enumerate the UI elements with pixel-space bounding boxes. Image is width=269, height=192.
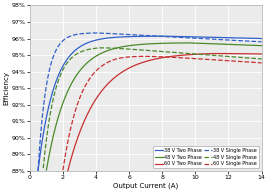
38 V Single Phase: [169, 36, 172, 38]
48 V Single Phase: [204, 54, 207, 56]
Line: 38 V Two Phase: 38 V Two Phase: [38, 36, 261, 171]
38 V Two Phase: [176, 35, 179, 38]
60 V Single Phase: [169, 56, 172, 58]
Legend: 38 V Two Phase, 48 V Two Phase, 60 V Two Phase, 38 V Single Phase, 48 V Single P: 38 V Two Phase, 48 V Two Phase, 60 V Two…: [153, 146, 259, 168]
48 V Single Phase: [228, 55, 231, 58]
Line: 48 V Two Phase: 48 V Two Phase: [47, 43, 261, 170]
60 V Single Phase: [204, 58, 207, 60]
60 V Two Phase: [169, 55, 172, 58]
Line: 48 V Single Phase: 48 V Single Phase: [43, 48, 261, 168]
48 V Single Phase: [169, 51, 172, 53]
38 V Two Phase: [43, 128, 46, 130]
48 V Single Phase: [176, 51, 179, 54]
Line: 60 V Single Phase: 60 V Single Phase: [63, 56, 261, 170]
60 V Single Phase: [260, 62, 263, 64]
Line: 38 V Single Phase: 38 V Single Phase: [38, 33, 261, 171]
60 V Single Phase: [228, 60, 231, 62]
60 V Single Phase: [163, 56, 166, 58]
38 V Two Phase: [204, 36, 207, 38]
60 V Single Phase: [176, 56, 179, 59]
48 V Single Phase: [43, 158, 46, 161]
48 V Two Phase: [260, 45, 263, 47]
38 V Two Phase: [169, 35, 172, 37]
38 V Single Phase: [260, 41, 263, 43]
48 V Two Phase: [176, 42, 179, 44]
38 V Single Phase: [228, 39, 231, 41]
Line: 60 V Two Phase: 60 V Two Phase: [68, 54, 261, 170]
X-axis label: Output Current (A): Output Current (A): [113, 182, 178, 189]
38 V Two Phase: [163, 35, 166, 37]
38 V Single Phase: [176, 36, 179, 38]
60 V Two Phase: [204, 53, 207, 55]
60 V Two Phase: [260, 53, 263, 55]
60 V Two Phase: [228, 52, 231, 55]
60 V Two Phase: [163, 56, 166, 59]
38 V Two Phase: [260, 37, 263, 40]
48 V Two Phase: [204, 42, 207, 45]
48 V Single Phase: [260, 58, 263, 60]
48 V Two Phase: [163, 42, 166, 44]
60 V Two Phase: [176, 55, 179, 57]
48 V Single Phase: [163, 50, 166, 53]
38 V Single Phase: [204, 38, 207, 40]
38 V Single Phase: [163, 35, 166, 38]
48 V Two Phase: [228, 43, 231, 46]
Y-axis label: Efficiency: Efficiency: [3, 71, 9, 105]
38 V Two Phase: [228, 37, 231, 39]
48 V Two Phase: [169, 42, 172, 44]
38 V Single Phase: [43, 100, 46, 103]
